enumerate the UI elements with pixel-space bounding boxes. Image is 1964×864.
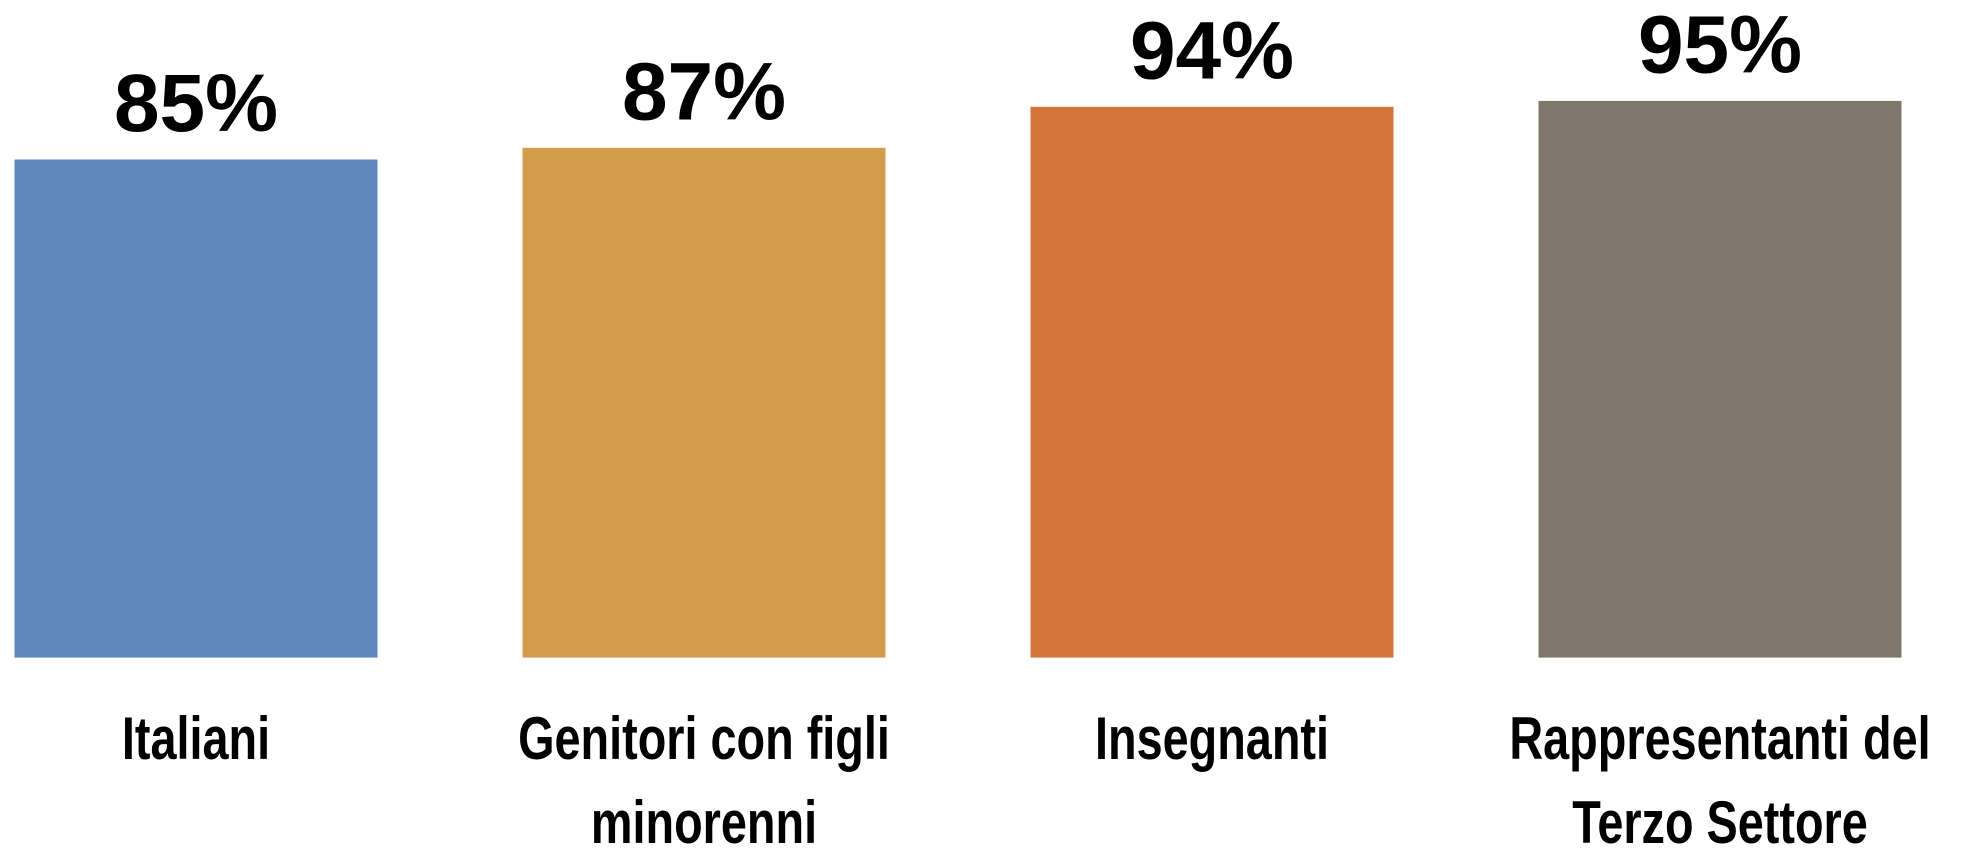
value-label: 87% xyxy=(622,46,786,137)
value-label: 95% xyxy=(1638,0,1802,91)
x-tick-label: Italiani xyxy=(121,705,271,772)
value-label: 85% xyxy=(114,58,278,149)
bar xyxy=(522,147,886,658)
x-tick-label: Insegnanti xyxy=(1094,705,1330,772)
bar xyxy=(1538,100,1902,658)
bar xyxy=(1030,106,1394,658)
x-tick-label: Rappresentanti del Terzo Settore xyxy=(1509,705,1931,856)
x-tick-label: Genitori con figli minorenni xyxy=(518,705,890,856)
value-label: 94% xyxy=(1130,5,1294,96)
bar xyxy=(14,159,378,658)
